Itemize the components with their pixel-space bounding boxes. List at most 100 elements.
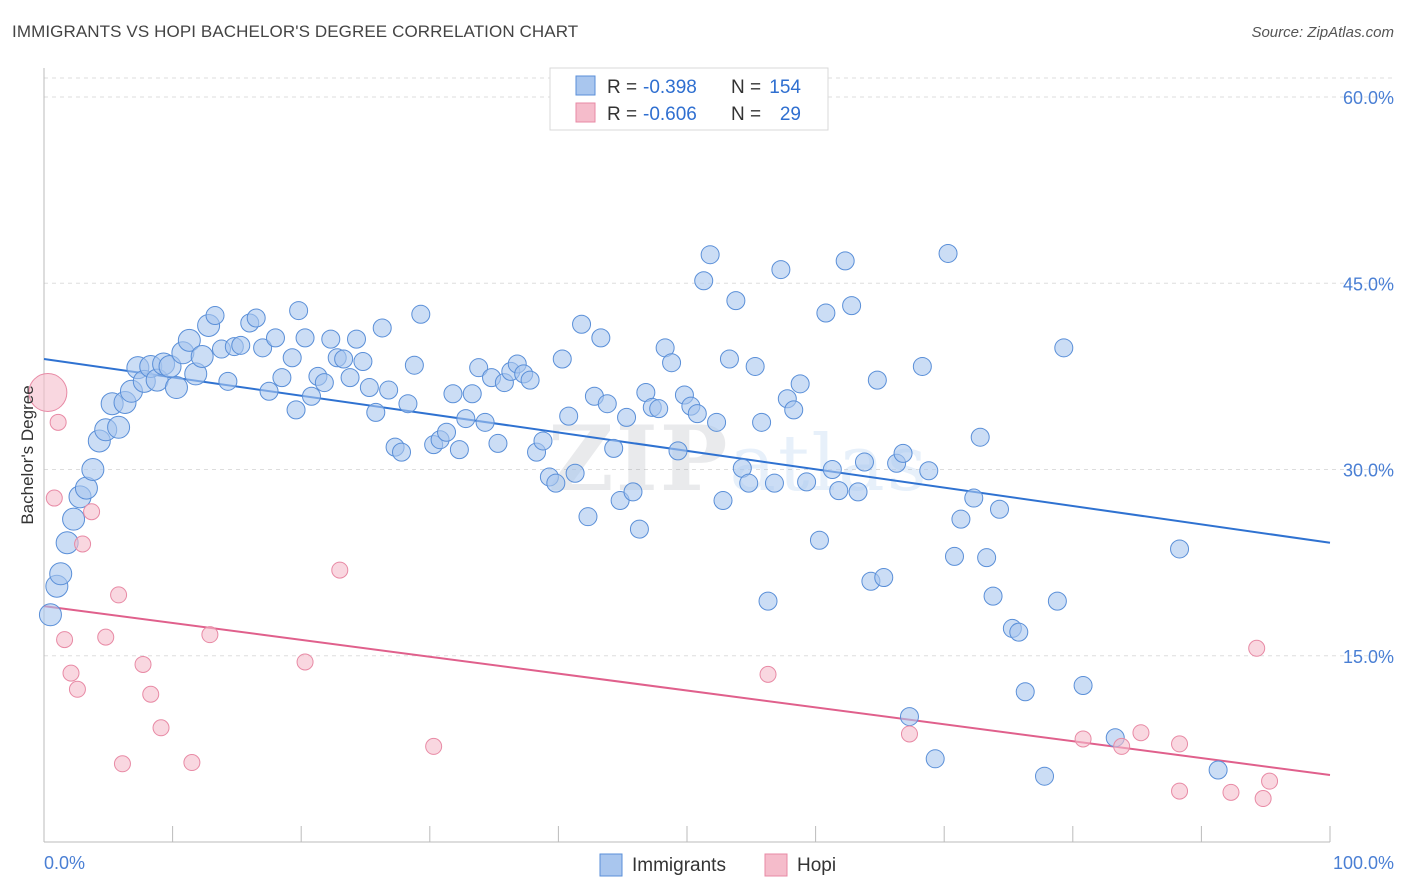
- gridlines: [44, 77, 1394, 657]
- immigrant-point: [462, 384, 482, 404]
- immigrant-point: [848, 482, 868, 502]
- immigrant-point: [951, 509, 971, 529]
- immigrant-point: [578, 507, 598, 527]
- immigrant-point: [893, 443, 913, 463]
- immigrant-point: [758, 591, 778, 611]
- immigrant-point: [359, 378, 379, 398]
- x-ticks: [172, 826, 1331, 842]
- immigrant-point: [456, 409, 476, 429]
- immigrant-point: [1054, 338, 1074, 358]
- hopi-point: [113, 755, 131, 773]
- immigrant-point: [797, 472, 817, 492]
- immigrant-point: [372, 318, 392, 338]
- hopi-point: [900, 725, 918, 743]
- immigrant-point: [289, 301, 309, 321]
- immigrant-point: [520, 370, 540, 390]
- immigrant-point: [177, 328, 201, 352]
- immigrant-point: [301, 386, 321, 406]
- hopi-point: [1261, 772, 1279, 790]
- immigrant-point: [944, 546, 964, 566]
- immigrant-point: [809, 530, 829, 550]
- immigrant-point: [1208, 760, 1228, 780]
- legend-swatch-hopi: [575, 102, 596, 123]
- immigrant-point: [38, 603, 62, 627]
- immigrant-point: [764, 473, 784, 493]
- immigrant-point: [282, 348, 302, 368]
- legend-box: [549, 67, 829, 131]
- immigrant-point: [970, 427, 990, 447]
- x-tick-label-max: 100.0%: [1333, 853, 1394, 873]
- hopi-points: [28, 373, 1279, 808]
- immigrant-point: [726, 291, 746, 311]
- immigrant-point: [752, 412, 772, 432]
- hopi-point: [1113, 737, 1131, 755]
- y-tick-label-60: 60.0%: [1343, 88, 1394, 108]
- legend-r-value-hopi: -0.606: [643, 104, 697, 125]
- hopi-point: [1248, 639, 1266, 657]
- immigrant-point: [218, 371, 238, 391]
- immigrant-point: [649, 399, 669, 419]
- immigrant-point: [829, 481, 849, 501]
- immigrant-point: [1015, 682, 1035, 702]
- immigrant-point: [874, 568, 894, 588]
- immigrant-point: [62, 507, 86, 531]
- hopi-point: [331, 561, 349, 579]
- immigrant-point: [1073, 676, 1093, 696]
- legend-swatch-immigrants: [575, 75, 596, 96]
- hopi-point: [1222, 783, 1240, 801]
- immigrant-point: [321, 329, 341, 349]
- y-tick-label-15: 15.0%: [1343, 647, 1394, 667]
- bottom-legend-label-hopi: Hopi: [797, 855, 836, 876]
- immigrant-point: [565, 463, 585, 483]
- immigrant-point: [989, 499, 1009, 519]
- immigrant-point: [964, 488, 984, 508]
- immigrant-point: [983, 586, 1003, 606]
- immigrant-point: [771, 260, 791, 280]
- legend-r-label-immigrants: R =: [607, 77, 637, 98]
- immigrant-point: [919, 461, 939, 481]
- immigrant-point: [246, 308, 266, 328]
- immigrant-point: [707, 412, 727, 432]
- immigrant-point: [190, 345, 214, 369]
- immigrant-point: [597, 394, 617, 414]
- immigrant-point: [700, 245, 720, 265]
- immigrant-point: [346, 329, 366, 349]
- immigrant-point: [253, 338, 273, 358]
- hopi-point: [1171, 782, 1189, 800]
- immigrant-point: [822, 460, 842, 479]
- immigrant-point: [81, 458, 105, 481]
- immigrant-point: [353, 351, 373, 371]
- bottom-legend-label-immigrants: Immigrants: [632, 855, 726, 876]
- y-tick-label-45: 45.0%: [1343, 274, 1394, 294]
- immigrant-point: [629, 519, 649, 539]
- immigrant-point: [572, 314, 592, 334]
- immigrant-point: [739, 473, 759, 493]
- immigrant-point: [475, 412, 495, 432]
- immigrant-point: [334, 349, 354, 369]
- immigrant-point: [854, 452, 874, 472]
- immigrant-point: [867, 370, 887, 390]
- immigrant-point: [286, 400, 306, 420]
- immigrant-point: [437, 422, 457, 442]
- immigrant-point: [164, 376, 188, 400]
- immigrant-point: [314, 373, 334, 393]
- immigrant-point: [745, 356, 765, 376]
- hopi-point: [68, 680, 86, 698]
- immigrant-point: [379, 380, 399, 400]
- immigrant-point: [662, 353, 682, 373]
- immigrants-points: [38, 243, 1228, 786]
- hopi-point: [759, 665, 777, 683]
- immigrant-point: [398, 394, 418, 414]
- immigrant-point: [340, 368, 360, 388]
- immigrant-point: [591, 328, 611, 348]
- y-axis-title: Bachelor's Degree: [18, 385, 37, 524]
- immigrant-point: [623, 482, 643, 502]
- immigrant-point: [231, 335, 251, 355]
- hopi-point: [296, 653, 314, 671]
- hopi-point: [152, 719, 170, 737]
- hopi-point: [201, 626, 219, 644]
- chart-title: IMMIGRANTS VS HOPI BACHELOR'S DEGREE COR…: [12, 22, 579, 41]
- immigrant-point: [617, 407, 637, 427]
- immigrant-point: [977, 548, 997, 568]
- hopi-point: [62, 664, 80, 682]
